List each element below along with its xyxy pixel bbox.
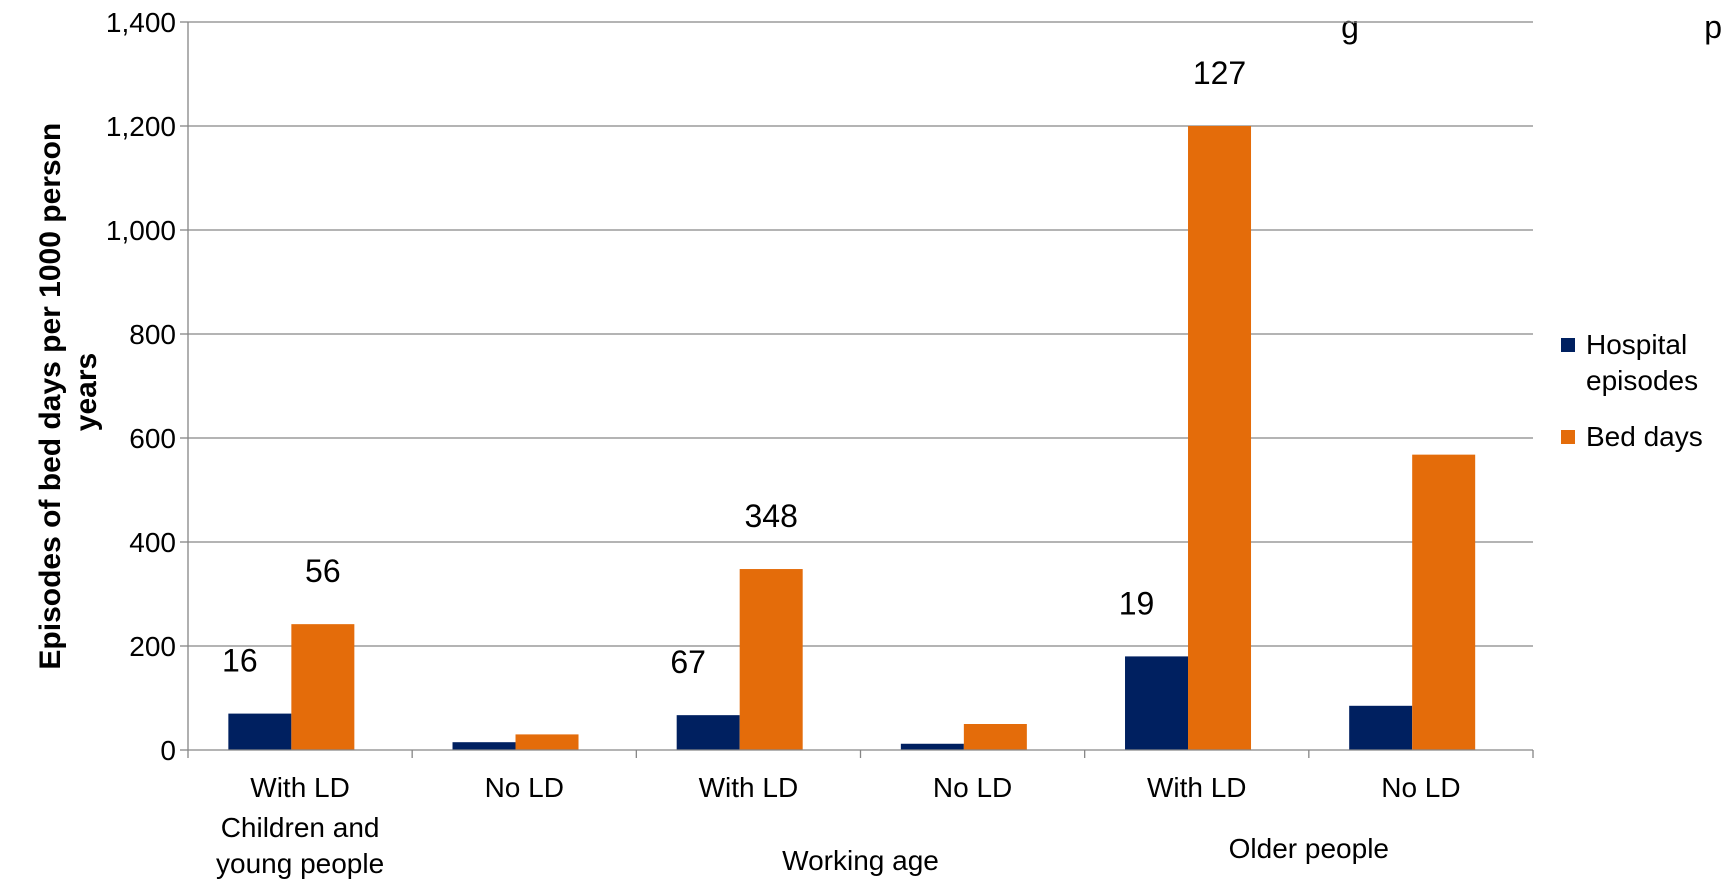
group-label: Working age bbox=[782, 845, 939, 876]
data-label: 67 bbox=[670, 644, 706, 680]
x-axis bbox=[180, 21, 1534, 758]
legend-label: Bed days bbox=[1586, 421, 1703, 452]
data-label: 56 bbox=[305, 553, 341, 589]
data-label: 19 bbox=[1119, 585, 1155, 621]
bar bbox=[452, 742, 516, 750]
x-category-label: With LD bbox=[250, 772, 350, 803]
y-axis-title-line-1: Episodes of bed days per 1000 person bbox=[34, 123, 67, 670]
bar bbox=[515, 734, 579, 750]
x-category-label: No LD bbox=[1381, 772, 1460, 803]
x-category-label: With LD bbox=[1147, 772, 1247, 803]
chart-title-fragment-left: g bbox=[1341, 9, 1359, 45]
legend-swatch bbox=[1561, 338, 1575, 352]
data-label: 348 bbox=[744, 498, 797, 534]
y-axis-title: Episodes of bed days per 1000 person yea… bbox=[34, 114, 103, 669]
bar bbox=[1188, 126, 1252, 750]
legend-swatch bbox=[1561, 430, 1575, 444]
y-tick-label: 400 bbox=[129, 527, 176, 558]
group-label-line: Children and bbox=[221, 812, 380, 843]
y-tick-label: 0 bbox=[160, 735, 176, 766]
bar bbox=[1349, 705, 1413, 750]
data-label: 127 bbox=[1193, 55, 1246, 91]
legend-label: Hospital episodes bbox=[1586, 329, 1698, 396]
y-axis-title-line-2: years bbox=[70, 353, 103, 431]
y-tick-label: 600 bbox=[129, 423, 176, 454]
legend-label-line: Bed days bbox=[1586, 421, 1703, 452]
y-tick-label: 800 bbox=[129, 319, 176, 350]
bar bbox=[228, 713, 292, 750]
y-axis-tick-labels: 0 200 400 600 800 1,000 1,200 1,400 bbox=[106, 7, 176, 766]
x-axis-group-labels: Children and young people Working age Older… bbox=[216, 812, 1389, 879]
legend: Hospital episodes Bed days bbox=[1561, 329, 1703, 452]
bar bbox=[291, 624, 355, 750]
bar bbox=[676, 715, 740, 750]
bar bbox=[1412, 454, 1476, 750]
x-category-label: No LD bbox=[933, 772, 1012, 803]
y-tick-label: 1,200 bbox=[106, 111, 176, 142]
group-label: Older people bbox=[1229, 833, 1389, 864]
legend-label-line: episodes bbox=[1586, 365, 1698, 396]
bars bbox=[228, 126, 1476, 750]
gridlines bbox=[188, 21, 1533, 647]
y-tick-label: 1,400 bbox=[106, 7, 176, 38]
group-label: Children and young people bbox=[216, 812, 384, 879]
chart-title-fragment-right: p bbox=[1704, 9, 1722, 45]
bar bbox=[739, 569, 803, 750]
bar bbox=[1125, 656, 1189, 750]
data-labels: 16 67 19 56 348 127 bbox=[222, 55, 1246, 680]
legend-label-line: Hospital bbox=[1586, 329, 1687, 360]
data-label: 16 bbox=[222, 643, 258, 679]
x-axis-category-labels: With LD No LD With LD No LD With LD No LD bbox=[250, 772, 1460, 803]
x-category-label: No LD bbox=[485, 772, 564, 803]
bar bbox=[963, 724, 1027, 750]
bar bbox=[900, 743, 964, 750]
group-label-line: young people bbox=[216, 848, 384, 879]
y-tick-label: 200 bbox=[129, 631, 176, 662]
y-tick-label: 1,000 bbox=[106, 215, 176, 246]
x-category-label: With LD bbox=[699, 772, 799, 803]
